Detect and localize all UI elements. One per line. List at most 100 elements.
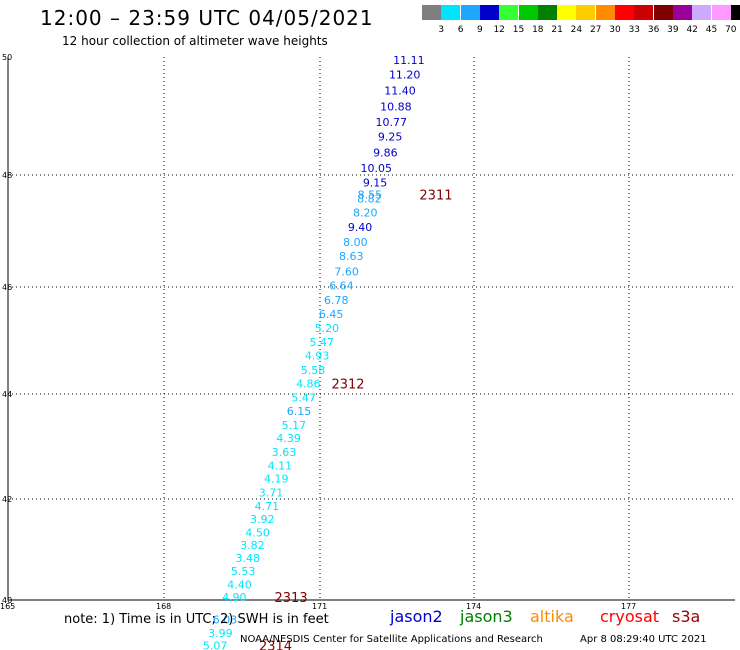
scale-swatch [441, 5, 461, 20]
wave-height-value: 11.40 [384, 85, 416, 98]
scale-label: 18 [532, 25, 544, 35]
scale-swatch [672, 5, 692, 20]
wave-height-value: 4.71 [255, 500, 280, 513]
scale-swatch [537, 5, 557, 20]
wave-height-value: 4.39 [276, 432, 301, 445]
scale-label: 39 [667, 25, 679, 35]
time-marker-2311: 2311 [419, 189, 452, 204]
wave-height-value: 4.90 [222, 591, 247, 604]
satellite-altika: altika [530, 607, 574, 626]
scale-label: 36 [647, 25, 660, 35]
scale-label: 3 [438, 25, 445, 35]
wave-height-value: 7.60 [334, 265, 359, 278]
wave-height-value: 3.82 [240, 539, 265, 552]
footer-credit: NOAA/NESDIS Center for Satellite Applica… [240, 634, 543, 645]
time-marker-2312: 2312 [331, 377, 364, 392]
wave-height-value: 10.05 [360, 162, 392, 175]
wave-height-value: 3.48 [236, 552, 261, 565]
lon-label-165: 165 [0, 602, 15, 611]
lat-label-40: 40 [2, 596, 12, 605]
lat-label-48: 48 [2, 171, 12, 180]
footer-timestamp: Apr 8 08:29:40 UTC 2021 [580, 634, 707, 645]
scale-swatch [692, 5, 712, 20]
wave-height-value: 3.99 [208, 627, 233, 640]
wave-height-value: 3.63 [272, 446, 297, 459]
wave-height-value: 5.47 [291, 392, 316, 405]
wave-height-value: 5.58 [301, 364, 326, 377]
wave-height-value: 4.86 [296, 377, 321, 390]
wave-height-value: 9.40 [348, 221, 373, 234]
scale-swatch [711, 5, 731, 20]
wave-height-value: 8.55 [358, 189, 383, 202]
scale-swatch [634, 5, 654, 20]
lon-label-174: 174 [466, 602, 481, 611]
wave-height-value: 8.00 [343, 236, 368, 249]
wave-height-value: 11.20 [389, 69, 421, 82]
lat-label-42: 42 [2, 495, 12, 504]
wave-height-value: 11.11 [393, 54, 425, 67]
lon-label-177: 177 [621, 602, 636, 611]
satellite-s3a: s3a [672, 607, 701, 626]
map-grid [7, 57, 735, 601]
wave-height-value: 9.15 [363, 176, 388, 189]
wave-height-value: 10.77 [375, 116, 407, 129]
scale-label: 24 [570, 25, 583, 35]
scale-label: 9 [477, 25, 483, 35]
wave-height-value: 10.88 [380, 101, 412, 114]
wave-height-value: 6.64 [329, 279, 354, 292]
scale-label: 45 [705, 25, 718, 35]
wave-height-value: 5.47 [310, 336, 335, 349]
wave-height-value: 6.03 [213, 614, 238, 627]
satellite-jason2: jason2 [390, 607, 443, 626]
wave-height-value: 5.20 [315, 322, 340, 335]
wave-height-value: 5.17 [282, 419, 307, 432]
scale-label: 21 [551, 25, 563, 35]
scale-swatch [576, 5, 596, 20]
scale-label: 30 [609, 25, 621, 35]
scale-label: 33 [628, 25, 641, 35]
wave-height-value: 4.11 [268, 459, 293, 472]
scale-swatch [422, 5, 441, 20]
scale-swatch [653, 5, 673, 20]
wave-height-value: 6.78 [324, 294, 349, 307]
wave-height-observations: 11.1111.2011.4010.8810.779.259.8610.059.… [203, 54, 425, 650]
wave-height-value: 8.63 [339, 250, 364, 263]
time-markers: 2311 2312 2313 2314 [259, 189, 453, 650]
wave-height-value: 6.15 [287, 405, 312, 418]
scale-swatch [730, 5, 740, 20]
wave-height-value: 4.93 [305, 349, 330, 362]
wave-height-value: 8.82 [357, 193, 382, 206]
lon-label-168: 168 [156, 602, 171, 611]
wave-height-value: 4.19 [264, 473, 289, 486]
wave-height-value: 4.40 [227, 578, 252, 591]
time-marker-2313: 2313 [275, 591, 308, 606]
scale-swatch [557, 5, 577, 20]
scale-swatch [518, 5, 538, 20]
satellite-jason3: jason3 [460, 607, 513, 626]
scale-swatch [595, 5, 615, 20]
scale-swatch [479, 5, 499, 20]
page-title: 12:00 – 23:59 UTC 04/05/2021 [40, 6, 374, 30]
wave-height-value: 9.86 [373, 147, 398, 160]
scale-label: 70 [725, 25, 737, 35]
lon-label-171: 171 [312, 602, 327, 611]
wave-height-value: 5.07 [203, 639, 228, 650]
scale-swatch [499, 5, 519, 20]
lat-label-46: 46 [2, 283, 12, 292]
scale-swatch [615, 5, 634, 20]
lat-label-44: 44 [2, 390, 12, 399]
scale-swatch [460, 5, 480, 20]
satellite-cryosat: cryosat [600, 607, 660, 626]
wave-height-value: 8.20 [353, 207, 378, 220]
wave-height-value: 3.71 [259, 487, 284, 500]
scale-label: 15 [512, 25, 525, 35]
wave-height-value: 9.25 [378, 131, 403, 144]
scale-label: 12 [493, 25, 505, 35]
lat-label-50: 50 [2, 53, 12, 62]
wave-height-value: 6.45 [319, 308, 344, 321]
page-subtitle: 12 hour collection of altimeter wave hei… [62, 34, 328, 48]
wave-height-value: 5.53 [231, 565, 256, 578]
wave-height-value: 3.92 [250, 513, 275, 526]
